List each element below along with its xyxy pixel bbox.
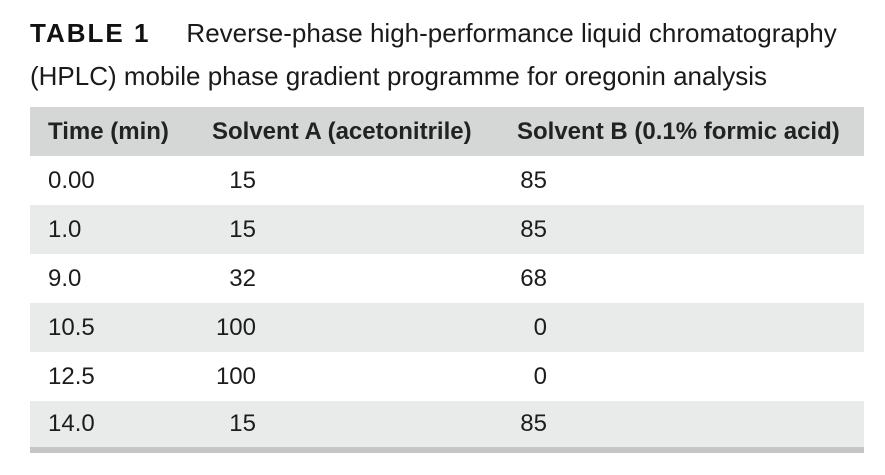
time-cell: 0.00 <box>48 166 95 194</box>
solvent-a-cell: 100 <box>215 313 256 341</box>
solvent-a-cell: 15 <box>229 166 256 194</box>
time-cell: 9.0 <box>48 264 82 292</box>
table-caption-text: Reverse-phase high-performance liquid ch… <box>30 18 837 91</box>
solvent-b-cell: 68 <box>520 264 547 292</box>
table-row: 9.0 32 68 <box>30 254 864 303</box>
time-cell: 10.5 <box>48 313 95 341</box>
hplc-gradient-table: Time (min) Solvent A (acetonitrile) Solv… <box>30 107 864 453</box>
column-header-solvent-a: Solvent A (acetonitrile) <box>212 117 472 145</box>
table-row: 14.0 15 85 <box>30 401 864 450</box>
time-cell: 14.0 <box>48 410 95 437</box>
table-header: Time (min) Solvent A (acetonitrile) Solv… <box>30 107 864 156</box>
solvent-b-cell: 85 <box>520 166 547 194</box>
solvent-b-cell: 0 <box>533 313 547 341</box>
time-cell: 12.5 <box>48 362 95 390</box>
solvent-a-cell: 32 <box>229 264 256 292</box>
time-cell: 1.0 <box>48 215 82 243</box>
table-body: 0.00 15 85 1.0 15 85 9.0 32 68 10.5 100 … <box>30 156 864 450</box>
solvent-a-cell: 15 <box>229 410 256 437</box>
solvent-a-cell: 100 <box>215 362 256 390</box>
header-row: Time (min) Solvent A (acetonitrile) Solv… <box>30 107 864 156</box>
table-row: 10.5 100 0 <box>30 303 864 352</box>
solvent-b-cell: 0 <box>533 362 547 390</box>
table-row: 0.00 15 85 <box>30 156 864 205</box>
solvent-a-cell: 15 <box>229 215 256 243</box>
solvent-b-cell: 85 <box>520 410 547 437</box>
table-caption: TABLE 1 Reverse-phase high-performance li… <box>30 12 862 98</box>
table-row: 1.0 15 85 <box>30 205 864 254</box>
column-header-solvent-b: Solvent B (0.1% formic acid) <box>517 117 840 145</box>
table-caption-label: TABLE 1 <box>30 18 151 48</box>
table-row: 12.5 100 0 <box>30 352 864 401</box>
column-header-time: Time (min) <box>48 117 169 145</box>
solvent-b-cell: 85 <box>520 215 547 243</box>
